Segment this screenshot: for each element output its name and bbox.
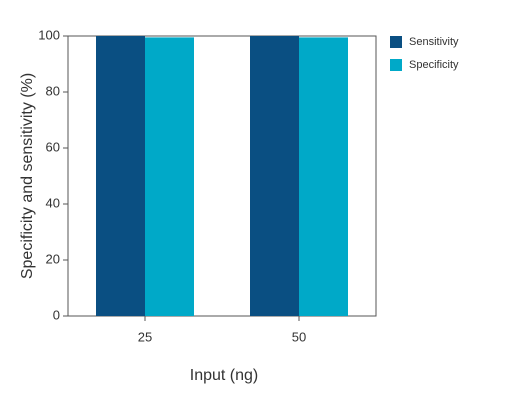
bar	[250, 36, 299, 316]
bar	[299, 37, 348, 317]
y-tick-label: 20	[46, 251, 60, 266]
x-tick-label: 50	[292, 329, 306, 344]
y-axis-label: Specificity and sensitivity (%)	[19, 73, 36, 279]
y-tick-label: 100	[38, 27, 60, 42]
bar	[145, 37, 194, 317]
y-tick-label: 0	[53, 307, 60, 322]
legend-label: Specificity	[409, 59, 459, 71]
legend-label: Sensitivity	[409, 36, 459, 48]
bar	[96, 36, 145, 316]
x-axis-label: Input (ng)	[190, 367, 258, 384]
plot-frame	[67, 35, 377, 317]
legend-swatch	[390, 59, 402, 71]
legend-swatch	[390, 36, 402, 48]
y-tick-label: 80	[46, 83, 60, 98]
y-tick-label: 60	[46, 139, 60, 154]
x-tick-label: 25	[138, 329, 152, 344]
y-tick-label: 40	[46, 195, 60, 210]
